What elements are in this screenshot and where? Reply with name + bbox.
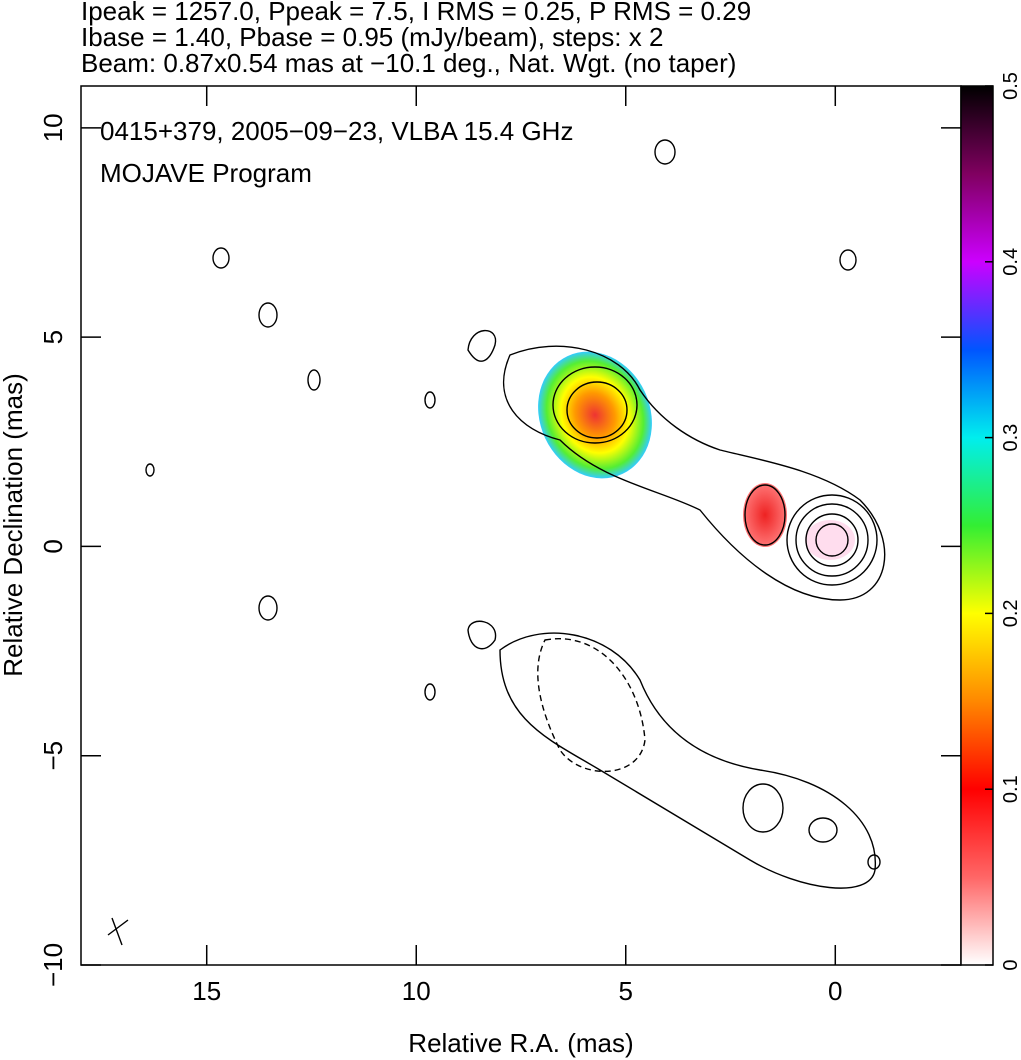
y-tick-label: −10 (38, 943, 68, 987)
x-tick-label: 15 (192, 976, 221, 1006)
plot-title: 0415+379, 2005−09−23, VLBA 15.4 GHz (100, 116, 573, 146)
y-axis-label: Relative Declination (mas) (0, 373, 28, 676)
x-axis-label: Relative R.A. (mas) (408, 1028, 633, 1058)
header-line: Beam: 0.87x0.54 mas at −10.1 deg., Nat. … (81, 48, 736, 78)
colorbar-tick-label: 0.5 (1000, 72, 1021, 100)
header-line: Ibase = 1.40, Pbase = 0.95 (mJy/beam), s… (81, 22, 663, 52)
colorbar-tick-label: 0.1 (1000, 775, 1021, 803)
colorbar (960, 85, 994, 966)
x-tick-label: 5 (619, 976, 633, 1006)
header-line: Ipeak = 1257.0, Ppeak = 7.5, I RMS = 0.2… (81, 0, 751, 26)
image (538, 351, 855, 560)
y-tick-label: −5 (38, 741, 68, 771)
x-tick-label: 0 (828, 976, 842, 1006)
plot-subtitle: MOJAVE Program (100, 158, 312, 188)
colorbar-tick-label: 0.2 (1000, 599, 1021, 627)
x-tick-label: 10 (402, 976, 431, 1006)
colorbar-tick-label: 0.3 (1000, 424, 1021, 452)
y-tick-label: 10 (38, 113, 68, 142)
y-tick-label: 5 (38, 330, 68, 344)
y-tick-label: 0 (38, 539, 68, 553)
colorbar-tick-label: 0.4 (1000, 248, 1021, 276)
contours (107, 139, 886, 946)
colorbar-tick-label: 0 (1000, 959, 1021, 970)
